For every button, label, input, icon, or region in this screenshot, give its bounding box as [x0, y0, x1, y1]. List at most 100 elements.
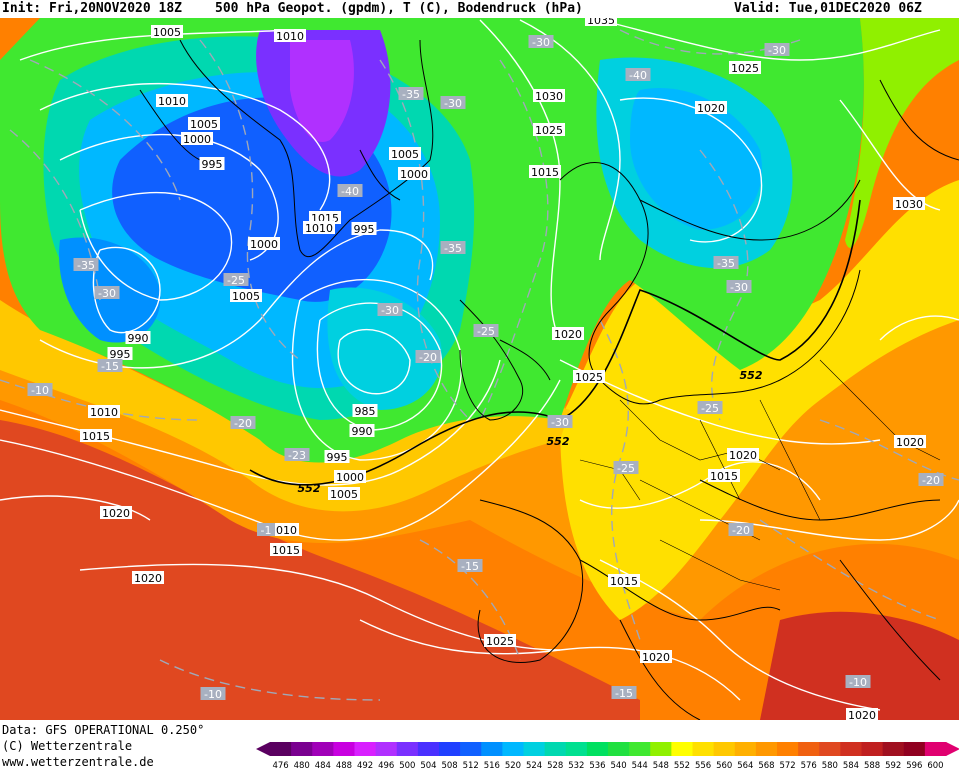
- pressure-label-bg: [533, 89, 565, 102]
- legend-swatch: [586, 742, 609, 756]
- pressure-label-bg: [324, 450, 350, 463]
- temperature-label-bg: [230, 416, 256, 429]
- pressure-label: 1015: [82, 430, 110, 443]
- legend-swatch: [924, 742, 947, 756]
- legend-swatch: [354, 742, 377, 756]
- pressure-label: 1020: [642, 651, 670, 664]
- pressure-label: 1035: [587, 18, 615, 27]
- temperature-label-bg: [728, 523, 754, 536]
- legend-tick-label: 580: [822, 761, 838, 770]
- legend-tick-label: 600: [927, 761, 943, 770]
- legend-tick-label: 484: [315, 761, 331, 770]
- legend-tick-label: 556: [695, 761, 711, 770]
- pressure-label-bg: [893, 197, 925, 210]
- temperature-label-bg: [918, 473, 944, 486]
- pressure-label-bg: [334, 470, 366, 483]
- legend-swatch: [460, 742, 482, 756]
- pressure-label-bg: [351, 222, 377, 235]
- pressure-label-bg: [708, 469, 740, 482]
- legend-swatch: [312, 742, 334, 756]
- pressure-label: 1030: [535, 90, 563, 103]
- pressure-label-bg: [846, 708, 878, 720]
- pressure-label-bg: [484, 634, 516, 647]
- legend-tick-label: 576: [801, 761, 817, 770]
- temperature-label-bg: [457, 559, 483, 572]
- temperature-label-bg: [713, 256, 739, 269]
- legend-tick-label: 492: [357, 761, 373, 770]
- pressure-label: 1020: [102, 507, 130, 520]
- pressure-label: 985: [355, 405, 376, 418]
- legend-swatch: [692, 742, 715, 756]
- temperature-label: -20: [922, 474, 940, 487]
- pressure-label-bg: [573, 370, 605, 383]
- pressure-label: 990: [352, 425, 373, 438]
- legend-swatch: [502, 742, 524, 756]
- pressure-label: 1015: [610, 575, 638, 588]
- temperature-label: -30: [98, 287, 116, 300]
- pressure-label: 995: [110, 348, 131, 361]
- legend-swatch: [439, 742, 461, 756]
- pressure-label: 1000: [400, 168, 428, 181]
- temperature-label: -30: [532, 36, 550, 49]
- legend-tick-label: 476: [272, 761, 288, 770]
- pressure-label: 995: [202, 158, 223, 171]
- pressure-label: 1005: [153, 26, 181, 39]
- legend-tick-label: 592: [885, 761, 901, 770]
- temperature-label: -35: [402, 88, 420, 101]
- pressure-label-bg: [727, 448, 759, 461]
- temperature-label-bg: [440, 96, 466, 109]
- data-source: Data: GFS OPERATIONAL 0.250°: [2, 723, 205, 737]
- temperature-label-bg: [97, 359, 123, 372]
- temperature-label-bg: [473, 324, 499, 337]
- temperature-label-bg: [547, 415, 573, 428]
- pressure-label: 1020: [134, 572, 162, 585]
- temperature-label-bg: [613, 461, 639, 474]
- temperature-label-bg: [398, 87, 424, 100]
- temperature-label-bg: [415, 350, 441, 363]
- legend-swatch: [671, 742, 693, 756]
- legend-swatch: [798, 742, 820, 756]
- pressure-label: 995: [354, 223, 375, 236]
- legend-tick-label: 528: [547, 761, 563, 770]
- pressure-label-bg: [729, 61, 761, 74]
- height-label: 552: [547, 435, 570, 448]
- pressure-label: 1025: [535, 124, 563, 137]
- pressure-label: 1020: [896, 436, 924, 449]
- pressure-label: 1005: [190, 118, 218, 131]
- legend-swatch: [333, 742, 355, 756]
- init-time: Init: Fri,20NOV2020 18Z: [2, 1, 183, 16]
- temperature-label: -30: [444, 97, 462, 110]
- pressure-label-bg: [188, 117, 220, 130]
- legend-tick-label: 544: [632, 761, 648, 770]
- pressure-label: 995: [327, 451, 348, 464]
- height-label: 552: [740, 369, 763, 382]
- temperature-labels: -30 -30 -40 -35 -30 -40 -35 -35 -30 -25 -30 -25 -20 -…: [27, 35, 944, 701]
- legend-tick-label: 524: [526, 761, 542, 770]
- pressure-label: 1010: [276, 30, 304, 43]
- temperature-label-bg: [284, 448, 310, 461]
- temperature-label: -25: [701, 402, 719, 415]
- pressure-label-bg: [156, 94, 188, 107]
- pressure-label-bg: [125, 331, 151, 344]
- copyright: (C) Wetterzentrale: [2, 739, 133, 753]
- legend-tick-label: 552: [674, 761, 690, 770]
- legend-swatch: [734, 742, 757, 756]
- pressure-label: 1020: [697, 102, 725, 115]
- pressure-label: 1005: [232, 290, 260, 303]
- legend-arrow-left: [256, 742, 270, 756]
- temperature-label-bg: [73, 258, 99, 271]
- legend-swatch: [270, 742, 292, 756]
- temperature-label: -25: [227, 274, 245, 287]
- pressure-label-bg: [303, 221, 335, 234]
- temperature-label-bg: [257, 523, 275, 536]
- website: www.wetterzentrale.de: [2, 755, 154, 769]
- temperature-label-bg: [528, 35, 554, 48]
- legend-swatch: [608, 742, 630, 756]
- map-header: Init: Fri,20NOV2020 18Z 500 hPa Geopot. …: [0, 0, 959, 18]
- temperature-label: -20: [419, 351, 437, 364]
- pressure-label-bg: [132, 571, 164, 584]
- legend-tick-label: 516: [484, 761, 500, 770]
- temperature-label: -25: [617, 462, 635, 475]
- temperature-label: -10: [849, 676, 867, 689]
- temperature-label: -15: [615, 687, 633, 700]
